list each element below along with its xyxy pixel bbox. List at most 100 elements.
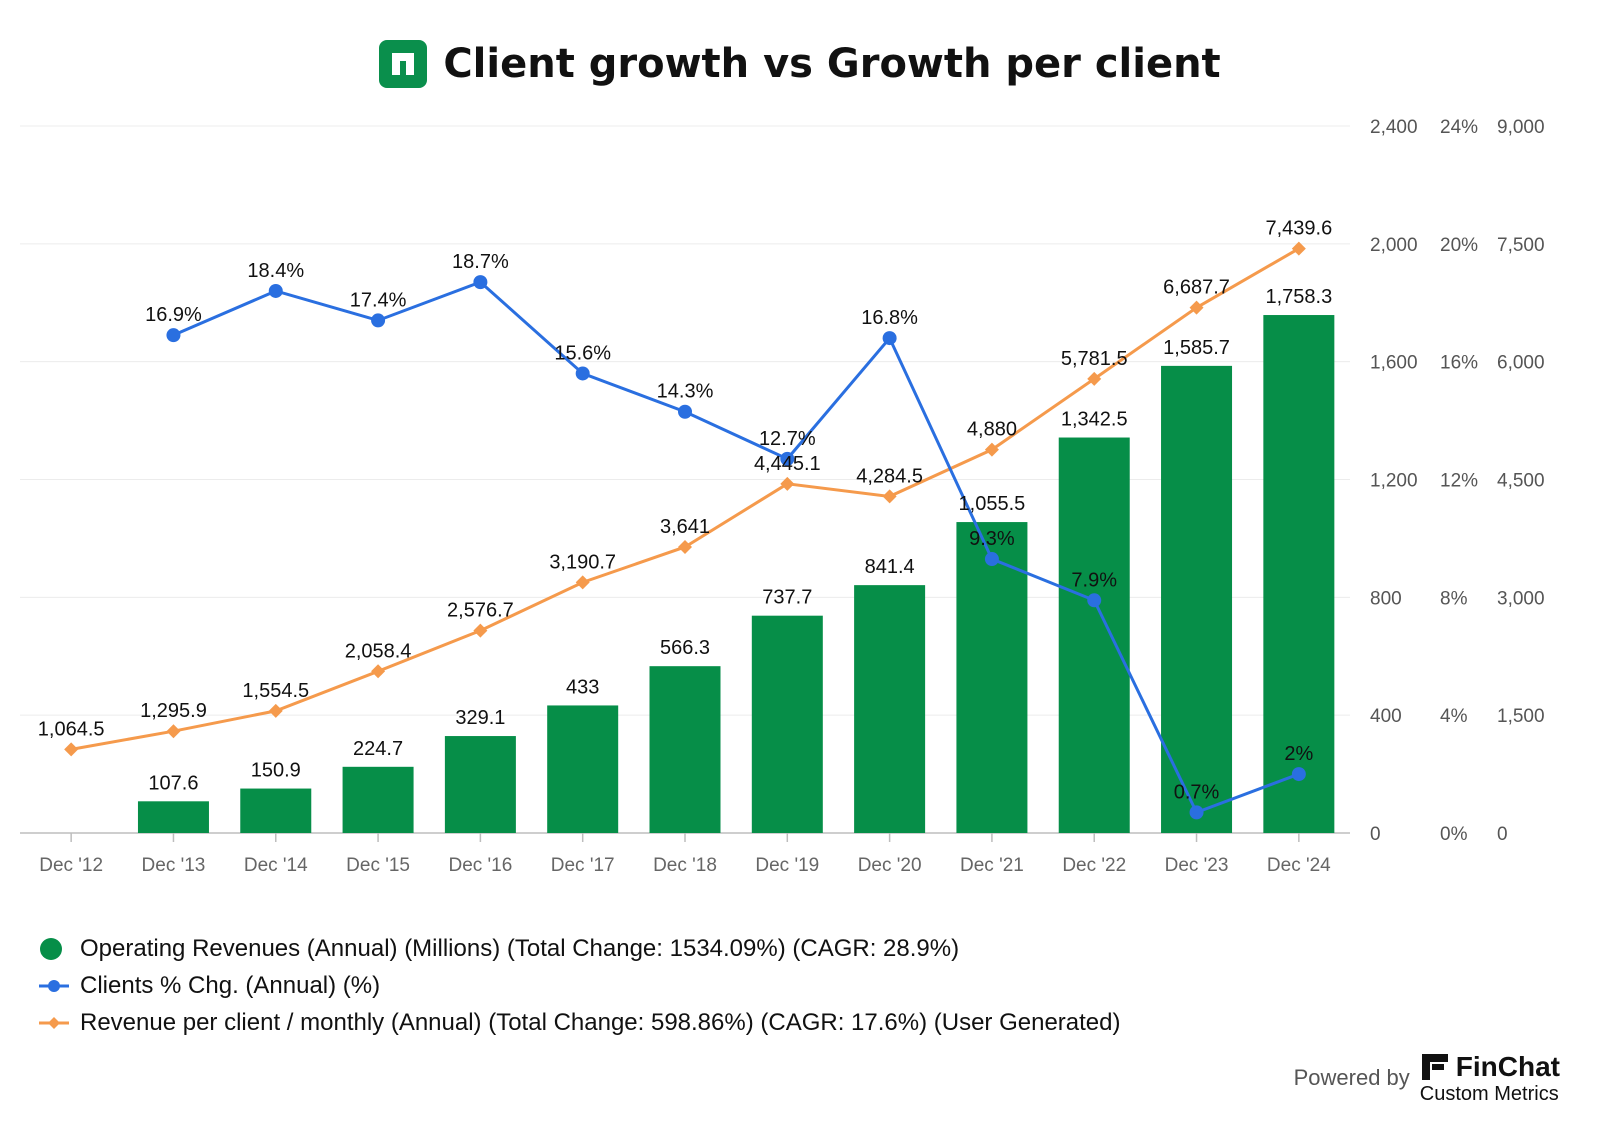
legend-swatch-line-diamond-icon	[38, 1011, 70, 1035]
revenue-bar-label: 841.4	[865, 556, 915, 578]
clients-change-label: 17.4%	[350, 289, 407, 311]
revenue-per-client-point	[268, 703, 283, 718]
revenue-per-client-point	[473, 623, 488, 638]
y-tick-label-primary: 1,200	[1370, 471, 1418, 492]
y-tick-label-primary: 2,000	[1370, 235, 1418, 256]
legend-item-rpc[interactable]: Revenue per client / monthly (Annual) (T…	[38, 1004, 1121, 1041]
axes: 0 0% 0 400 4% 1,500 800 8% 3,000 1,200 12% 4,500 1,6…	[20, 117, 1545, 876]
clients-change-label: 12.7%	[759, 428, 816, 450]
brand-logo-icon	[379, 40, 428, 88]
revenue-per-client-point	[780, 476, 795, 491]
x-tick-label: Dec '14	[244, 855, 308, 876]
revenue-bar	[751, 615, 823, 833]
brand-subtitle: Custom Metrics	[1419, 1083, 1559, 1105]
revenue-per-client-point	[1189, 300, 1204, 315]
clients-change-point	[984, 552, 999, 567]
y-tick-label-percent: 16%	[1440, 353, 1478, 374]
revenue-per-client-point	[1291, 241, 1306, 256]
y-tick-label-primary: 400	[1370, 706, 1402, 727]
x-tick-label: Dec '17	[551, 855, 615, 876]
legend-item-revenue[interactable]: Operating Revenues (Annual) (Millions) (…	[38, 930, 1121, 967]
y-tick-label-percent: 8%	[1440, 588, 1468, 609]
revenue-per-client-label: 1,064.5	[38, 718, 105, 740]
y-tick-label-right: 1,500	[1497, 706, 1545, 727]
y-tick-label-percent: 24%	[1440, 117, 1478, 138]
x-tick-label: Dec '21	[960, 855, 1024, 876]
legend-label-rpc: Revenue per client / monthly (Annual) (T…	[80, 1008, 1121, 1036]
chart-title: Client growth vs Growth per client	[443, 41, 1221, 87]
revenue-bar-label: 566.3	[660, 637, 710, 659]
y-tick-label-percent: 0%	[1440, 824, 1468, 845]
revenue-bar	[1058, 437, 1130, 833]
clients-change-label: 9.3%	[969, 528, 1015, 550]
legend-label-clients: Clients % Chg. (Annual) (%)	[80, 971, 381, 999]
clients-change-point	[473, 275, 488, 290]
revenue-per-client-point	[1087, 371, 1102, 386]
revenue-per-client-label: 3,641	[660, 516, 710, 538]
revenue-bar-label: 433	[566, 676, 599, 698]
revenue-per-client-line	[64, 241, 1306, 757]
revenue-bar-label: 329.1	[455, 707, 505, 729]
clients-change-label: 18.7%	[452, 251, 509, 273]
revenue-per-client-label: 2,058.4	[345, 640, 412, 662]
clients-change-point	[1087, 593, 1102, 608]
y-tick-label-right: 7,500	[1497, 235, 1545, 256]
revenue-bar-label: 224.7	[353, 738, 403, 760]
revenue-per-client-label: 4,880	[967, 419, 1017, 441]
y-tick-label-primary: 800	[1370, 588, 1402, 609]
y-tick-label-primary: 2,400	[1370, 117, 1418, 138]
revenue-bar	[240, 788, 312, 833]
x-tick-label: Dec '23	[1165, 855, 1229, 876]
chart-title-row: Client growth vs Growth per client	[0, 36, 1600, 92]
clients-change-point	[268, 283, 283, 298]
clients-change-point	[371, 313, 386, 328]
revenue-bar	[342, 766, 414, 833]
clients-change-label: 7.9%	[1071, 569, 1117, 591]
revenue-per-client-label: 1,554.5	[242, 680, 309, 702]
x-tick-label: Dec '13	[142, 855, 206, 876]
clients-change-label: 14.3%	[657, 381, 714, 403]
clients-change-point	[166, 328, 181, 343]
clients-change-point	[1291, 767, 1306, 782]
clients-change-point	[678, 404, 692, 419]
clients-change-line	[166, 275, 1306, 820]
x-tick-label: Dec '16	[448, 855, 512, 876]
revenue-bar	[649, 666, 721, 833]
revenue-per-client-label: 4,445.1	[754, 453, 821, 475]
clients-change-line-path	[172, 280, 1300, 815]
y-tick-label-right: 4,500	[1497, 471, 1545, 492]
revenue-bars	[137, 315, 1335, 833]
revenue-bar	[956, 522, 1028, 833]
revenue-bar	[137, 801, 209, 833]
revenue-per-client-label: 3,190.7	[549, 551, 616, 573]
clients-change-point	[575, 366, 590, 381]
finchat-brand[interactable]: FinChat Custom Metrics	[1419, 1051, 1560, 1105]
clients-change-label: 18.4%	[247, 260, 304, 282]
y-tick-label-right: 0	[1497, 824, 1508, 845]
revenue-per-client-point	[882, 489, 897, 504]
clients-change-label: 16.8%	[861, 307, 918, 329]
x-tick-label: Dec '22	[1062, 855, 1126, 876]
legend-label-revenue: Operating Revenues (Annual) (Millions) (…	[80, 934, 960, 962]
revenue-per-client-label: 4,284.5	[856, 465, 923, 487]
x-tick-label: Dec '12	[39, 855, 103, 876]
x-tick-label: Dec '20	[858, 855, 922, 876]
powered-by-text: Powered by	[1293, 1065, 1410, 1090]
y-tick-label-right: 6,000	[1497, 353, 1545, 374]
brand-name: FinChat	[1455, 1051, 1560, 1082]
x-tick-label: Dec '15	[346, 855, 410, 876]
revenue-per-client-label: 2,576.7	[447, 600, 514, 622]
revenue-per-client-label: 6,687.7	[1163, 277, 1230, 299]
revenue-bar-label: 1,055.5	[959, 493, 1026, 515]
clients-change-label: 2%	[1284, 743, 1313, 765]
legend-swatch-circle-icon	[38, 937, 70, 961]
x-tick-label: Dec '18	[653, 855, 717, 876]
revenue-bar-label: 107.6	[148, 772, 198, 794]
revenue-per-client-point	[575, 575, 590, 590]
revenue-bar	[1161, 365, 1233, 833]
legend: Operating Revenues (Annual) (Millions) (…	[38, 930, 1121, 1041]
y-tick-label-percent: 4%	[1440, 706, 1468, 727]
y-tick-label-right: 9,000	[1497, 117, 1545, 138]
x-tick-label: Dec '19	[755, 855, 819, 876]
legend-item-clients[interactable]: Clients % Chg. (Annual) (%)	[38, 967, 1121, 1004]
